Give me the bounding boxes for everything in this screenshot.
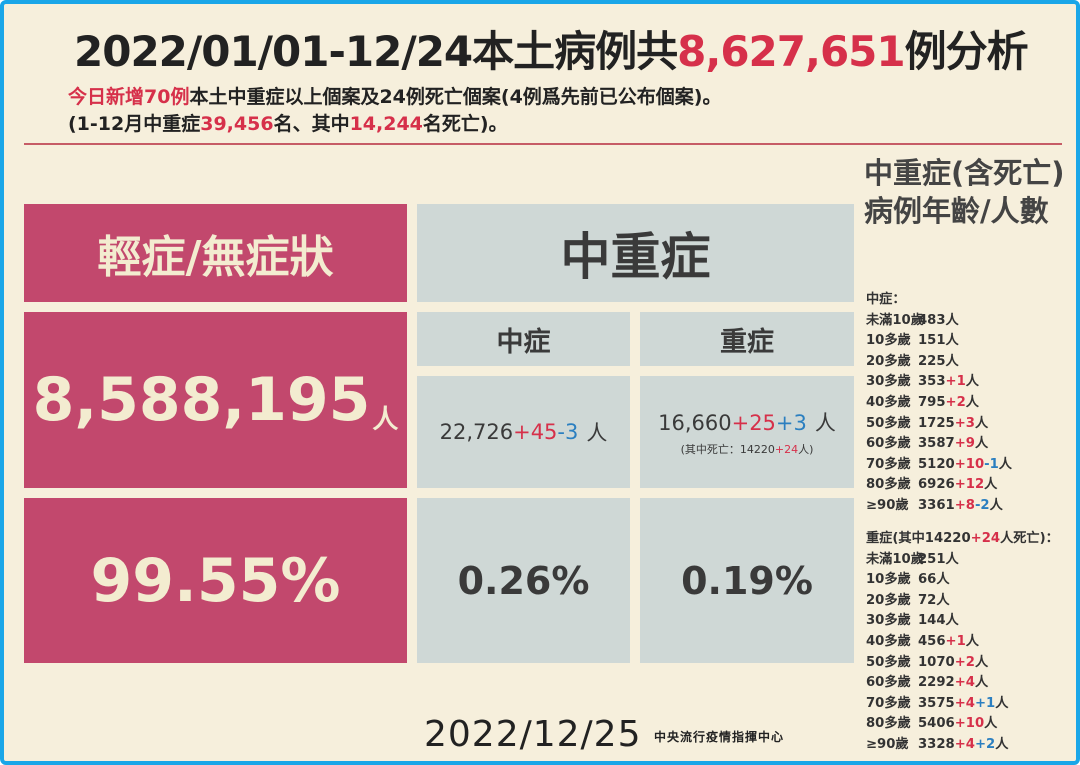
moderate-age-heading: 中症： <box>866 292 906 307</box>
moderate-header: 中症 <box>417 312 630 366</box>
age-row: 80多歲 5406+10人 <box>866 716 998 732</box>
age-row: 40多歲 456+1人 <box>866 633 979 649</box>
mild-count: 8,588,195 <box>32 365 371 435</box>
age-row: 10多歲 151人 <box>866 333 959 349</box>
mild-header: 輕症/無症狀 <box>24 204 407 302</box>
severe-percent: 0.19% <box>640 498 854 663</box>
moderate-age-list: 中症： 未滿10歲483人 10多歲 151人 20多歲 225人 30多歲 353+1人 4… <box>866 290 1012 517</box>
severe-death-note: (其中死亡：14220+24人) <box>680 443 814 456</box>
subtitle-line-1: 今日新增70例本土中重症以上個案及24例死亡個案(4例爲先前已公布個案)。 <box>68 86 722 108</box>
age-row: 20多歲 225人 <box>866 353 959 369</box>
age-row: 60多歲 3587+9人 <box>866 436 989 452</box>
age-row: 10多歲 66人 <box>866 572 950 588</box>
severe-count: 16,660+25+3 人 (其中死亡：14220+24人) <box>640 376 854 488</box>
age-row: 70多歲 5120+10-1人 <box>866 456 1012 472</box>
subtitle-line-2: (1-12月中重症39,456名、其中14,244名死亡)。 <box>68 113 508 135</box>
age-row: 60多歲 2292+4人 <box>866 675 989 691</box>
age-row: 未滿10歲483人 <box>866 312 959 328</box>
report-date: 2022/12/25 <box>424 714 642 755</box>
severe-header: 重症 <box>640 312 854 366</box>
age-breakdown-title: 中重症(含死亡)病例年齡/人數 <box>864 156 1065 228</box>
severe-age-heading: 重症(其中14220+24人死亡)： <box>866 531 1059 546</box>
age-row: 70多歲 3575+4+1人 <box>866 695 1009 711</box>
age-row: 50多歲 1725+3人 <box>866 415 989 431</box>
moderate-count: 22,726 +45 -3 人 <box>417 376 630 488</box>
moderate-severe-header: 中重症 <box>417 204 854 302</box>
page-title: 2022/01/01-12/24本土病例共8,627,651例分析 <box>74 27 1029 76</box>
moderate-percent: 0.26% <box>417 498 630 663</box>
title-divider <box>24 143 1062 145</box>
age-row: 40多歲 795+2人 <box>866 394 979 410</box>
age-row: ≥90歲 3328+4+2人 <box>866 736 1009 752</box>
severe-age-list: 重症(其中14220+24人死亡)： 未滿10歲251人 10多歲 66人 20多歲 7… <box>866 529 1059 756</box>
age-row: 80多歲 6926+12人 <box>866 477 998 493</box>
age-row: 未滿10歲251人 <box>866 551 959 567</box>
organization-name: 中央流行疫情指揮中心 <box>654 730 785 744</box>
age-row: ≥90歲 3361+8-2人 <box>866 497 1003 513</box>
age-row: 50多歲 1070+2人 <box>866 654 989 670</box>
age-row: 30多歲 353+1人 <box>866 374 979 390</box>
age-row: 20多歲 72人 <box>866 592 950 608</box>
mild-count-cell: 8,588,195 人 <box>24 312 407 488</box>
age-row: 30多歲 144人 <box>866 613 959 629</box>
mild-percent: 99.55% <box>24 498 407 663</box>
total-cases: 8,627,651 <box>677 27 905 76</box>
